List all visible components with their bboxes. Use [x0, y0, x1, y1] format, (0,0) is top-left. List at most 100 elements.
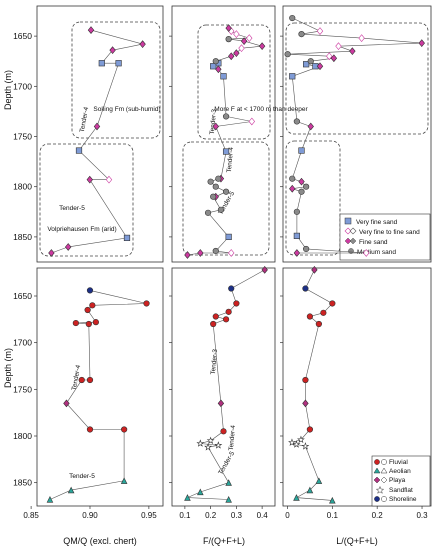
point-fine-sand-top-middle — [240, 37, 248, 46]
point-aeolian-bottom-middle — [197, 488, 204, 496]
legend-marker-fine-sand-grey — [349, 237, 357, 245]
x-tick-label: 0.85 — [23, 511, 39, 520]
x-tick-label: 0.2 — [205, 511, 217, 520]
point-very-fine-to-fine-sand-top-right — [358, 34, 365, 42]
point-sandflat-bottom-middle — [196, 439, 205, 447]
legend-marker-playa-open — [380, 476, 388, 484]
box-volpriehausen-fm — [39, 143, 134, 257]
point-fine-sand-top-right — [349, 47, 356, 56]
point-very-fine-to-fine-sand-top-right — [316, 27, 324, 35]
legend-marker-fluvial — [374, 459, 380, 465]
x-tick-label: 0.3 — [416, 511, 428, 520]
point-fluvial-bottom-right — [329, 300, 336, 307]
point-very-fine-sand-top-middle — [220, 73, 227, 80]
y-tick-label: 1750 — [13, 132, 32, 142]
point-sandflat-bottom-middle — [204, 443, 212, 451]
y-tick-label: 1800 — [13, 431, 32, 441]
x-tick-label: 0.1 — [179, 511, 191, 520]
legend-label-very-fine-to-fine-sand: Very fine to fine sand — [359, 229, 420, 236]
connector-line-bottom-right — [291, 269, 333, 501]
point-fluvial-bottom-right — [306, 313, 314, 320]
annotation-tender-4-bottom-left: Tender-4 — [71, 364, 82, 391]
point-fine-sand-top-middle — [212, 122, 219, 131]
y-tick-label: 1700 — [13, 81, 32, 91]
x-tick-label: 0.2 — [372, 511, 384, 520]
point-medium-sand-top-middle — [212, 58, 219, 65]
annotation-tender-4-bottom-middle: Tender-4 — [228, 424, 237, 451]
legend-marker-shoreline — [374, 496, 380, 502]
box-top-right-lower — [285, 140, 341, 256]
point-sandflat-bottom-middle — [206, 436, 215, 444]
point-fluvial-bottom-left — [85, 320, 92, 328]
point-fine-sand-top-middle — [197, 249, 204, 257]
point-playa-bottom-right — [302, 399, 309, 408]
annotation-tender-5-bottom-left: Tender-5 — [69, 473, 95, 480]
y-tick-label: 1700 — [13, 338, 32, 348]
point-fine-sand-top-left — [87, 26, 95, 34]
y-tick-label: 1650 — [13, 31, 32, 41]
legend-environment: Fluvial Aeolian Playa Sandflat Shoreline — [371, 455, 431, 507]
point-very-fine-to-fine-sand-top-right — [326, 52, 333, 61]
connector-line-top-left — [51, 29, 143, 254]
point-fluvial-bottom-middle — [210, 320, 217, 328]
connector-line-top-right — [287, 17, 422, 254]
point-very-fine-to-fine-sand-top-right — [335, 42, 342, 51]
point-fine-sand-top-middle — [233, 49, 240, 58]
point-very-fine-sand-top-right — [303, 61, 310, 68]
point-fine-sand-top-middle — [228, 52, 235, 61]
point-fine-sand-top-right — [289, 184, 296, 193]
point-medium-sand-top-middle — [204, 209, 212, 216]
point-medium-sand-top-middle — [217, 206, 225, 213]
point-fluvial-bottom-left — [89, 302, 96, 309]
point-sandflat-bottom-right — [288, 438, 296, 446]
point-fine-sand-top-left — [86, 175, 93, 184]
point-fluvial-bottom-middle — [225, 308, 232, 315]
point-medium-sand-top-right — [293, 208, 300, 215]
chart-marks: 1650 1700 1750 1800 1850 1650 1700 1750 1800 1850… — [13, 14, 428, 520]
point-aeolian-bottom-right — [315, 477, 323, 484]
point-fine-sand-top-right — [307, 122, 314, 131]
panel-frame-top-left — [36, 5, 164, 263]
legend-marker-fine-sand-pink — [344, 237, 352, 245]
point-fine-sand-top-right — [330, 54, 338, 63]
legend-marker-very-fine-to-fine-sand-open — [344, 227, 352, 235]
point-fluvial-bottom-middle — [220, 428, 227, 435]
y-tick-label: 1750 — [13, 384, 32, 394]
point-fluvial-bottom-middle — [212, 313, 219, 320]
point-very-fine-sand-top-middle — [210, 63, 217, 70]
point-aeolian-bottom-right — [306, 486, 314, 494]
point-very-fine-to-fine-sand-top-middle — [233, 30, 240, 38]
point-fluvial-bottom-left — [84, 306, 91, 314]
y-tick-label: 1800 — [13, 182, 32, 192]
point-fine-sand-top-left — [109, 46, 116, 55]
point-medium-sand-top-middle — [210, 193, 217, 200]
point-very-fine-to-fine-sand-top-middle — [238, 44, 245, 53]
point-fine-sand-top-middle — [258, 42, 266, 51]
panel-frame-bottom-left — [36, 267, 164, 507]
x-tick-label: 0 — [285, 511, 290, 520]
legend-label-playa: Playa — [389, 477, 406, 484]
annotation-tender-3-top-middle: Tender-3 — [209, 108, 218, 135]
panel-frame-top-middle — [171, 5, 276, 263]
panel-frame-top-right — [282, 5, 432, 263]
point-fine-sand-top-right — [316, 62, 324, 71]
legend-marker-playa — [373, 476, 381, 484]
point-fine-sand-top-left — [65, 243, 72, 251]
point-fluvial-bottom-left — [78, 376, 85, 384]
legend-label-very-fine-sand: Very fine sand — [356, 219, 398, 226]
point-sandflat-bottom-right — [297, 435, 305, 444]
point-shoreline-bottom-right — [302, 285, 309, 292]
point-very-fine-to-fine-sand-top-middle — [246, 34, 253, 42]
x-axis-label-qm: QM/Q (excl. chert) — [63, 536, 137, 546]
point-aeolian-bottom-middle — [225, 479, 232, 486]
y-tick-label: 1850 — [13, 478, 32, 488]
point-very-fine-sand-top-left — [115, 60, 122, 67]
legend-marker-sandflat — [375, 485, 385, 494]
point-fluvial-bottom-left — [72, 319, 79, 327]
point-medium-sand-top-middle — [222, 188, 230, 195]
annotation-tender-3-bottom-middle: Tender-3 — [210, 348, 219, 375]
legend-label-fluvial: Fluvial — [389, 459, 408, 466]
point-playa-bottom-right — [311, 265, 318, 274]
point-fluvial-bottom-right — [315, 320, 322, 328]
x-tick-label: 0.95 — [141, 511, 157, 520]
